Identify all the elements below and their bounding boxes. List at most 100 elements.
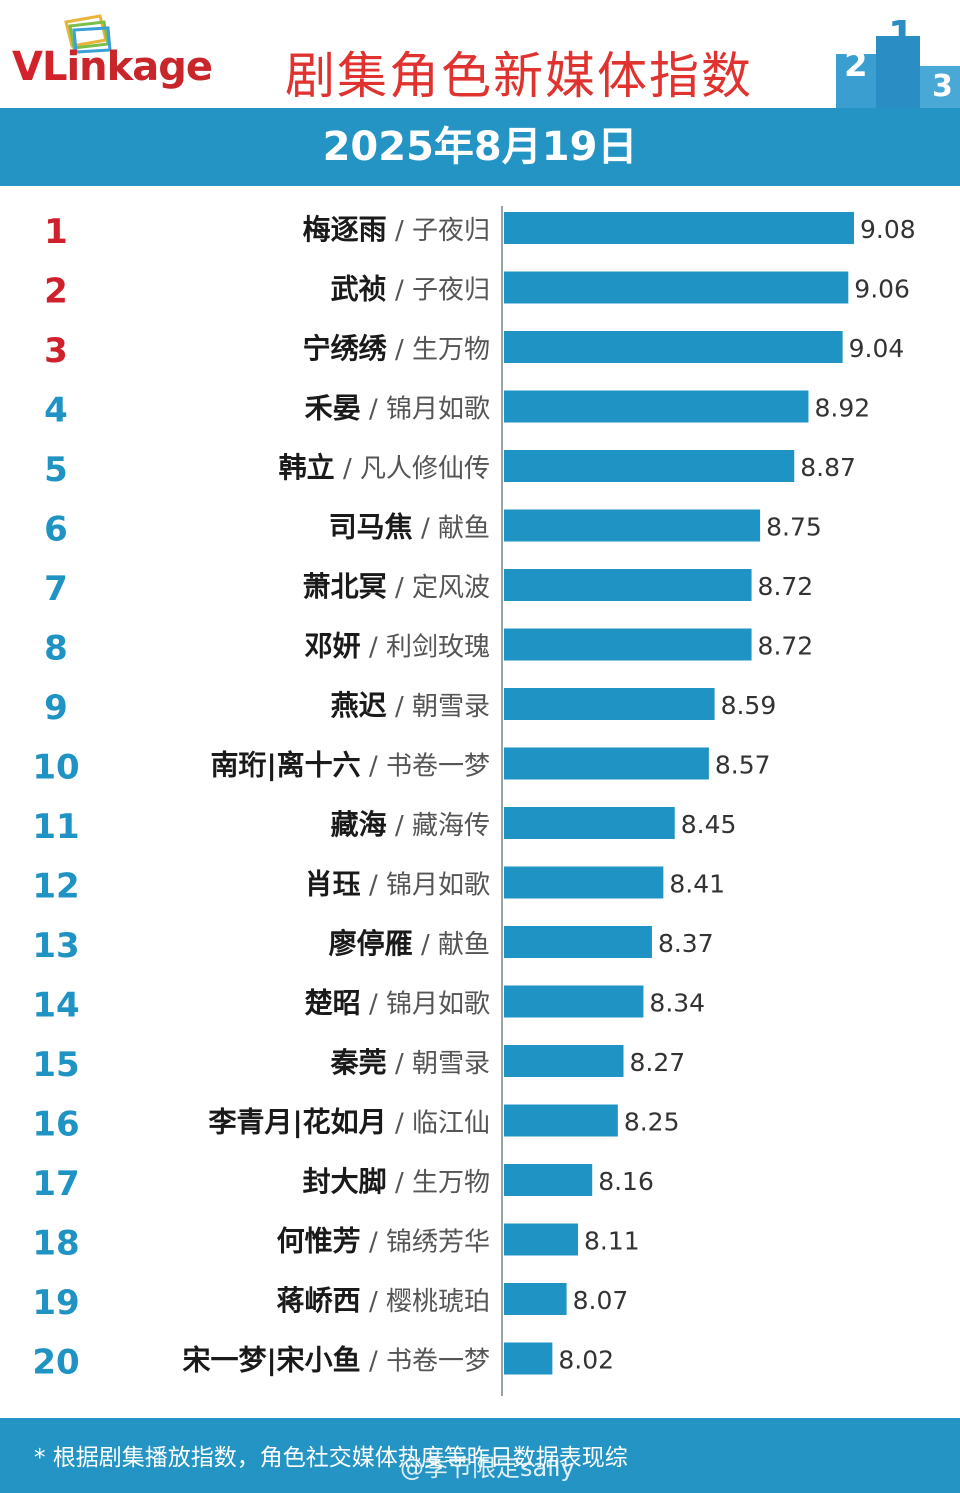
svg-text:3: 3: [932, 69, 953, 104]
row-label: 南珩|离十六 / 书卷一梦: [210, 749, 490, 782]
rank-label: 18: [32, 1224, 79, 1264]
bar: [504, 450, 795, 482]
row-label: 禾晏 / 锦月如歌: [305, 392, 490, 425]
logo-text-suffix: inkage: [66, 44, 213, 90]
character-name: 封大脚: [303, 1165, 387, 1198]
bar: [504, 509, 761, 542]
character-name: 宁绣绣: [303, 332, 388, 365]
character-name: 梅逐雨: [303, 213, 387, 246]
bar: [504, 271, 849, 304]
vlinkage-logo: VLinkage: [12, 14, 222, 94]
separator: /: [361, 752, 386, 782]
value-label: 8.34: [649, 989, 705, 1018]
separator: /: [361, 395, 386, 425]
value-label: 8.72: [758, 572, 814, 601]
character-name: 蒋峤西: [277, 1284, 361, 1317]
drama-name: 朝雪录: [412, 1049, 490, 1079]
date-banner: 2025年8月19日: [0, 108, 960, 186]
rank-label: 17: [32, 1164, 79, 1204]
value-label: 8.25: [624, 1108, 680, 1137]
value-label: 8.59: [721, 691, 777, 720]
drama-name: 锦月如歌: [386, 871, 490, 901]
row-label: 何惟芳 / 锦绣芳华: [277, 1225, 490, 1258]
drama-name: 临江仙: [412, 1109, 490, 1139]
bar: [504, 1164, 593, 1196]
podium-icon: 2 1 3: [836, 14, 960, 108]
rank-label: 2: [44, 272, 68, 312]
drama-name: 生万物: [412, 1168, 490, 1198]
row-label: 秦莞 / 朝雪录: [330, 1046, 490, 1079]
row-label: 蒋峤西 / 樱桃琥珀: [277, 1284, 490, 1317]
drama-name: 锦月如歌: [386, 395, 490, 425]
drama-name: 锦绣芳华: [386, 1228, 490, 1258]
drama-name: 樱桃琥珀: [386, 1287, 490, 1317]
row-label: 武祯 / 子夜归: [331, 273, 490, 306]
separator: /: [387, 1168, 412, 1198]
value-label: 9.04: [849, 334, 905, 363]
character-name: 楚昭: [305, 987, 361, 1020]
separator: /: [335, 454, 360, 484]
separator: /: [387, 276, 412, 306]
value-label: 8.92: [814, 394, 870, 423]
rank-label: 1: [44, 212, 68, 252]
character-name: 司马焦: [329, 511, 413, 544]
bar: [504, 807, 675, 839]
drama-name: 子夜归: [412, 276, 490, 306]
row-label: 宋一梦|宋小鱼 / 书卷一梦: [182, 1344, 490, 1377]
bar: [504, 866, 664, 899]
bar: [504, 926, 652, 958]
drama-name: 定风波: [412, 573, 490, 603]
character-name: 韩立: [279, 451, 335, 484]
row-label: 封大脚 / 生万物: [303, 1165, 490, 1198]
character-name: 李青月|花如月: [208, 1106, 386, 1139]
rank-label: 19: [32, 1283, 79, 1323]
svg-text:1: 1: [888, 14, 914, 57]
value-label: 8.11: [584, 1227, 640, 1256]
separator: /: [361, 990, 386, 1020]
drama-name: 利剑玫瑰: [386, 633, 490, 663]
row-label: 韩立 / 凡人修仙传: [279, 451, 490, 484]
character-name: 廖停雁: [329, 927, 413, 960]
value-label: 8.37: [658, 929, 714, 958]
row-label: 李青月|花如月 / 临江仙: [208, 1106, 490, 1139]
character-name: 武祯: [331, 273, 387, 306]
bar: [504, 569, 752, 601]
drama-name: 书卷一梦: [386, 1347, 490, 1377]
logo-frames-icon: [64, 14, 112, 54]
ranking-chart: 1 梅逐雨 / 子夜归 9.08 2 武祯 / 子夜归 9.06 3 宁绣绣 / 生万物 9.0…: [32, 206, 916, 1396]
separator: /: [413, 930, 438, 960]
bar: [504, 688, 715, 720]
footnote: * 根据剧集播放指数，角色社交媒体热度等昨日数据表现综: [34, 1445, 628, 1471]
bar: [504, 747, 709, 780]
row-label: 邓妍 / 利剑玫瑰: [305, 630, 490, 663]
character-name: 南珩|离十六: [210, 749, 360, 782]
drama-name: 书卷一梦: [386, 752, 490, 782]
bar: [504, 331, 843, 363]
bar: [504, 628, 752, 661]
rank-label: 4: [44, 391, 68, 431]
rank-label: 3: [44, 331, 68, 371]
character-name: 燕迟: [331, 689, 387, 722]
rank-label: 9: [44, 688, 68, 728]
value-label: 8.72: [758, 632, 814, 661]
footer: * 根据剧集播放指数，角色社交媒体热度等昨日数据表现综 @季节限定sally: [0, 1418, 960, 1493]
rank-label: 12: [32, 867, 79, 907]
row-label: 萧北冥 / 定风波: [303, 570, 490, 603]
separator: /: [387, 811, 412, 841]
value-label: 9.06: [854, 275, 910, 304]
drama-name: 献鱼: [438, 514, 490, 544]
bar: [504, 390, 809, 423]
drama-name: 凡人修仙传: [360, 454, 490, 484]
separator: /: [387, 335, 412, 365]
rank-label: 20: [32, 1343, 79, 1383]
rank-label: 11: [32, 807, 79, 847]
svg-text:2: 2: [844, 45, 868, 85]
bar: [504, 985, 644, 1018]
separator: /: [387, 1109, 412, 1139]
drama-name: 藏海传: [412, 811, 490, 841]
logo-text-prefix: VL: [12, 44, 67, 90]
value-label: 8.41: [669, 870, 725, 899]
separator: /: [361, 1228, 386, 1258]
separator: /: [361, 1347, 386, 1377]
rank-label: 13: [32, 926, 79, 966]
